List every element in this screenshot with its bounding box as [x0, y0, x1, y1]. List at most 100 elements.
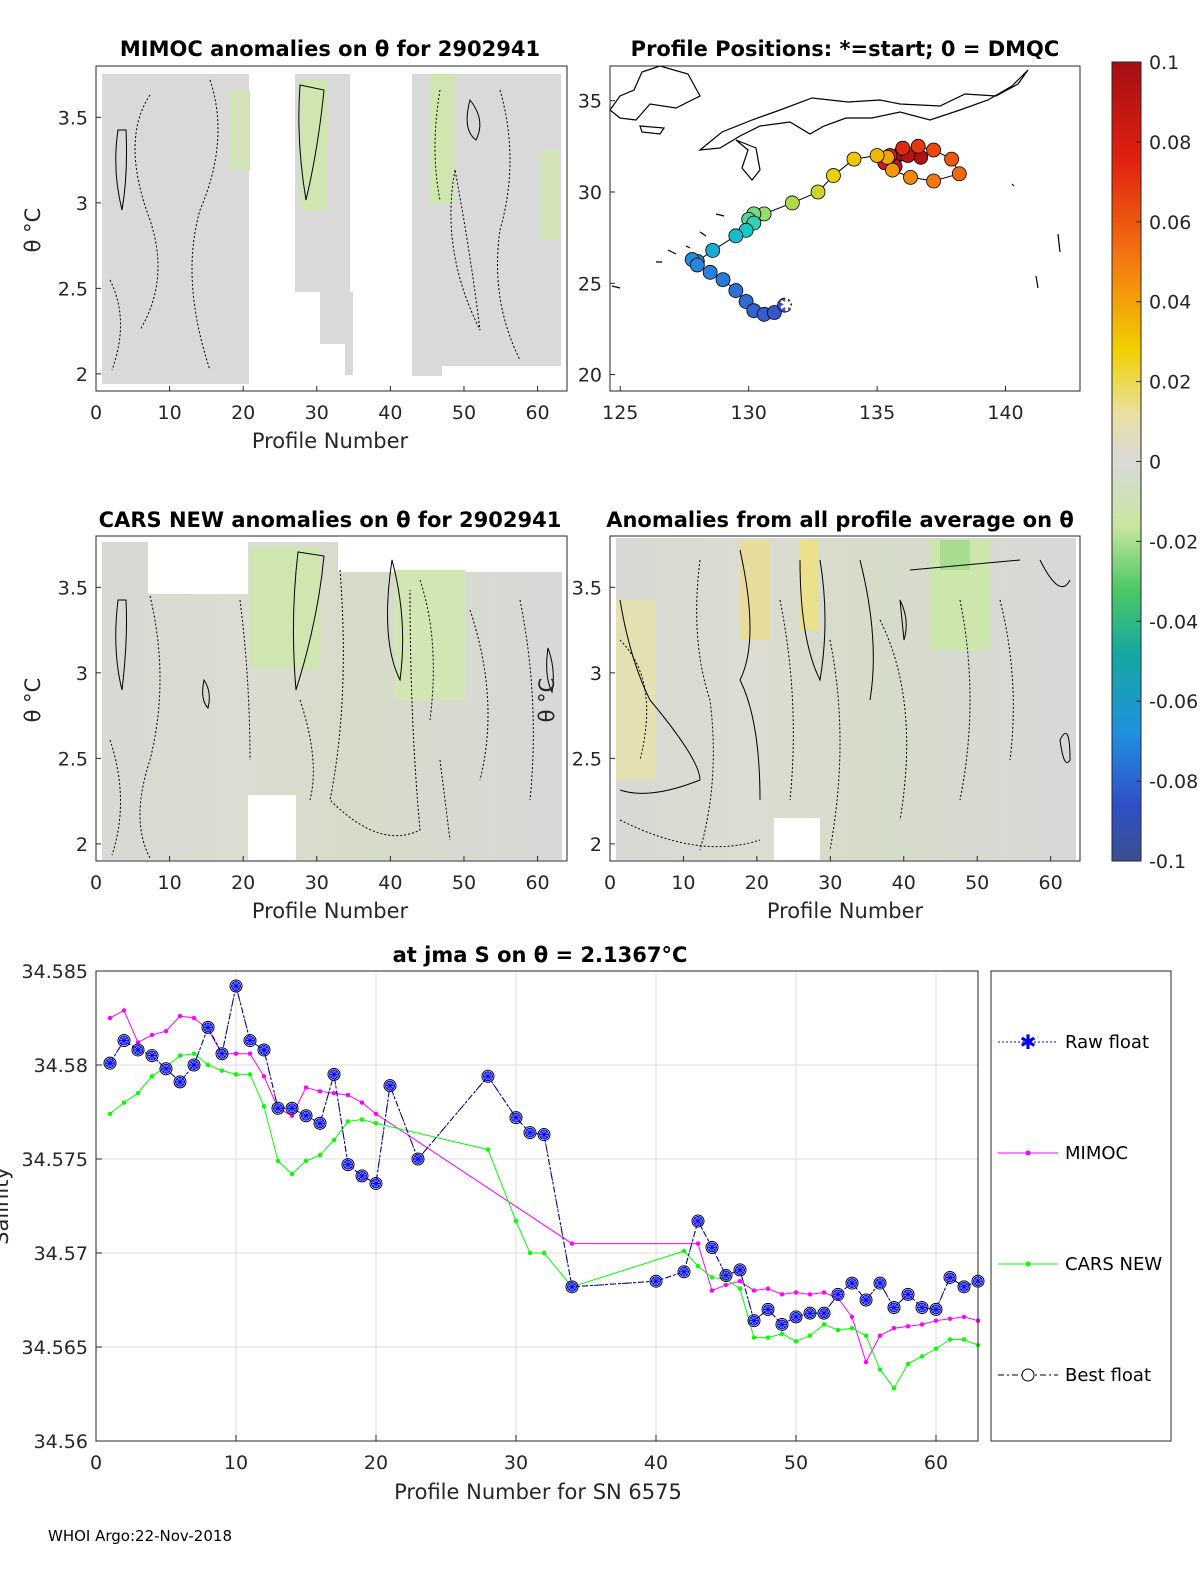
mimoc-point — [723, 1282, 729, 1288]
positions-ytick-label: 30 — [578, 182, 602, 204]
raw-float-star — [288, 1104, 296, 1113]
cars-new-point — [765, 1335, 771, 1340]
allavg-ticks: 0 10 20 30 40 50 60 2 2.5 3 3.5 — [572, 577, 1063, 894]
mimoc-panel: MIMOC anomalies on θ for 2902941 0 10 20 30… — [21, 37, 568, 453]
profile-position-marker — [846, 151, 862, 167]
x-tick-label: 0 — [90, 1452, 102, 1474]
cars-new-point — [513, 1218, 519, 1224]
raw-float-star — [960, 1282, 968, 1291]
raw-float-star — [316, 1119, 324, 1128]
cars-new-point — [891, 1386, 897, 1391]
raw-float-star — [372, 1179, 380, 1188]
chart-title: at jma S on θ = 2.1367°C — [393, 943, 688, 967]
raw-float-star — [806, 1309, 814, 1318]
y-tick-label: 34.575 — [22, 1149, 88, 1171]
profile-position-marker — [784, 195, 800, 211]
cars-new-point — [849, 1326, 855, 1331]
best-float-point — [355, 1169, 369, 1183]
cars-ytick-label: 3 — [76, 663, 88, 685]
mimoc-point — [751, 1288, 757, 1293]
mimoc-xtick-label: 40 — [378, 402, 402, 424]
positions-xtick-label: 140 — [987, 402, 1023, 424]
y-tick-label: 34.56 — [34, 1431, 88, 1453]
mimoc-ytick-label: 2 — [76, 364, 88, 386]
cars-new-point — [107, 1111, 113, 1117]
raw-float-star — [568, 1282, 576, 1291]
cars-new-point — [541, 1250, 547, 1256]
mimoc-xtick-label: 20 — [231, 402, 255, 424]
chart-legend: ✱ Raw float MIMOC CARS NEW Best float — [990, 970, 1172, 1442]
best-float-point — [341, 1158, 355, 1172]
raw-float-star — [764, 1305, 772, 1314]
mimoc-point — [107, 1015, 113, 1021]
colorbar-tick-label: 0.1 — [1149, 52, 1179, 74]
profile-position-marker — [926, 142, 942, 158]
cars-new-point — [681, 1248, 687, 1254]
cars-new-point — [807, 1333, 813, 1338]
best-float-point — [943, 1270, 957, 1284]
cars-new-point — [947, 1337, 953, 1342]
raw-float-star — [344, 1160, 352, 1169]
mimoc-line — [109, 1009, 979, 1364]
best-float-point — [761, 1302, 775, 1316]
cars-new-point — [863, 1333, 869, 1338]
cars-new-point — [359, 1117, 365, 1122]
positions-ytick-label: 25 — [578, 273, 602, 295]
raw-float-star — [708, 1243, 716, 1252]
y-tick-label: 34.58 — [34, 1055, 88, 1077]
profile-position-marker — [766, 305, 782, 320]
mimoc-xlabel: Profile Number — [252, 429, 409, 453]
mimoc-point — [121, 1008, 127, 1013]
legend-mimoc-marker — [1025, 1150, 1031, 1156]
cars-new-point — [779, 1331, 785, 1337]
positions-ytick-label: 35 — [578, 91, 602, 113]
best-float-point — [929, 1302, 943, 1316]
raw-float-star — [414, 1155, 422, 1163]
raw-float-star — [722, 1271, 730, 1280]
profile-position-marker — [728, 283, 744, 298]
mimoc-xtick-label: 30 — [305, 402, 329, 424]
raw-float-star — [652, 1277, 660, 1286]
cars-xtick-label: 10 — [158, 872, 182, 894]
cars-new-point — [751, 1335, 757, 1340]
raw-float-star — [820, 1309, 828, 1318]
footer-credit: WHOI Argo:22-Nov-2018 — [48, 1527, 232, 1545]
mimoc-point — [709, 1288, 715, 1293]
profile-position-marker — [951, 166, 967, 182]
colorbar-tick-label: 0.04 — [1149, 292, 1191, 314]
best-float-point — [187, 1058, 201, 1072]
cars-new-point — [485, 1147, 491, 1152]
mimoc-point — [779, 1292, 785, 1297]
raw-float-star — [918, 1303, 926, 1312]
legend-mimoc-label: MIMOC — [1065, 1143, 1128, 1164]
raw-float-star — [302, 1111, 310, 1120]
cars-new-point — [905, 1361, 911, 1367]
cars-new-line — [109, 1053, 979, 1390]
positions-ticks: 125 130 135 140 20 25 30 35 — [578, 91, 1024, 424]
mimoc-xtick-label: 10 — [158, 402, 182, 424]
allavg-xtick-label: 40 — [892, 872, 916, 894]
mimoc-point — [289, 1113, 295, 1118]
best-float-point — [691, 1214, 705, 1228]
mimoc-point — [737, 1279, 743, 1284]
y-tick-label: 34.57 — [34, 1243, 88, 1265]
raw-float-star — [526, 1128, 534, 1137]
positions-xtick-label: 125 — [602, 402, 638, 424]
colorbar-tick-label: -0.1 — [1149, 851, 1186, 873]
raw-float-star — [540, 1130, 548, 1139]
cars-xlabel: Profile Number — [252, 899, 409, 923]
positions-ytick-label: 20 — [578, 365, 602, 387]
best-float-point — [915, 1301, 929, 1315]
cars-ylabel: θ °C — [21, 678, 45, 723]
raw-float-star — [862, 1296, 870, 1304]
mimoc-ylabel: θ °C — [21, 208, 45, 253]
mimoc-point — [177, 1013, 183, 1019]
best-float-point — [747, 1314, 761, 1328]
x-tick-label: 40 — [644, 1452, 668, 1474]
allavg-ylabel: θ °C — [535, 678, 559, 723]
chart-ticks: 0 10 20 30 40 50 60 34.56 34.565 34.57 34.575 34.58… — [22, 961, 949, 1474]
mimoc-point — [163, 1028, 169, 1034]
cars-new-point — [737, 1286, 743, 1291]
x-tick-label: 50 — [784, 1452, 808, 1474]
raw-float-star — [834, 1290, 842, 1299]
